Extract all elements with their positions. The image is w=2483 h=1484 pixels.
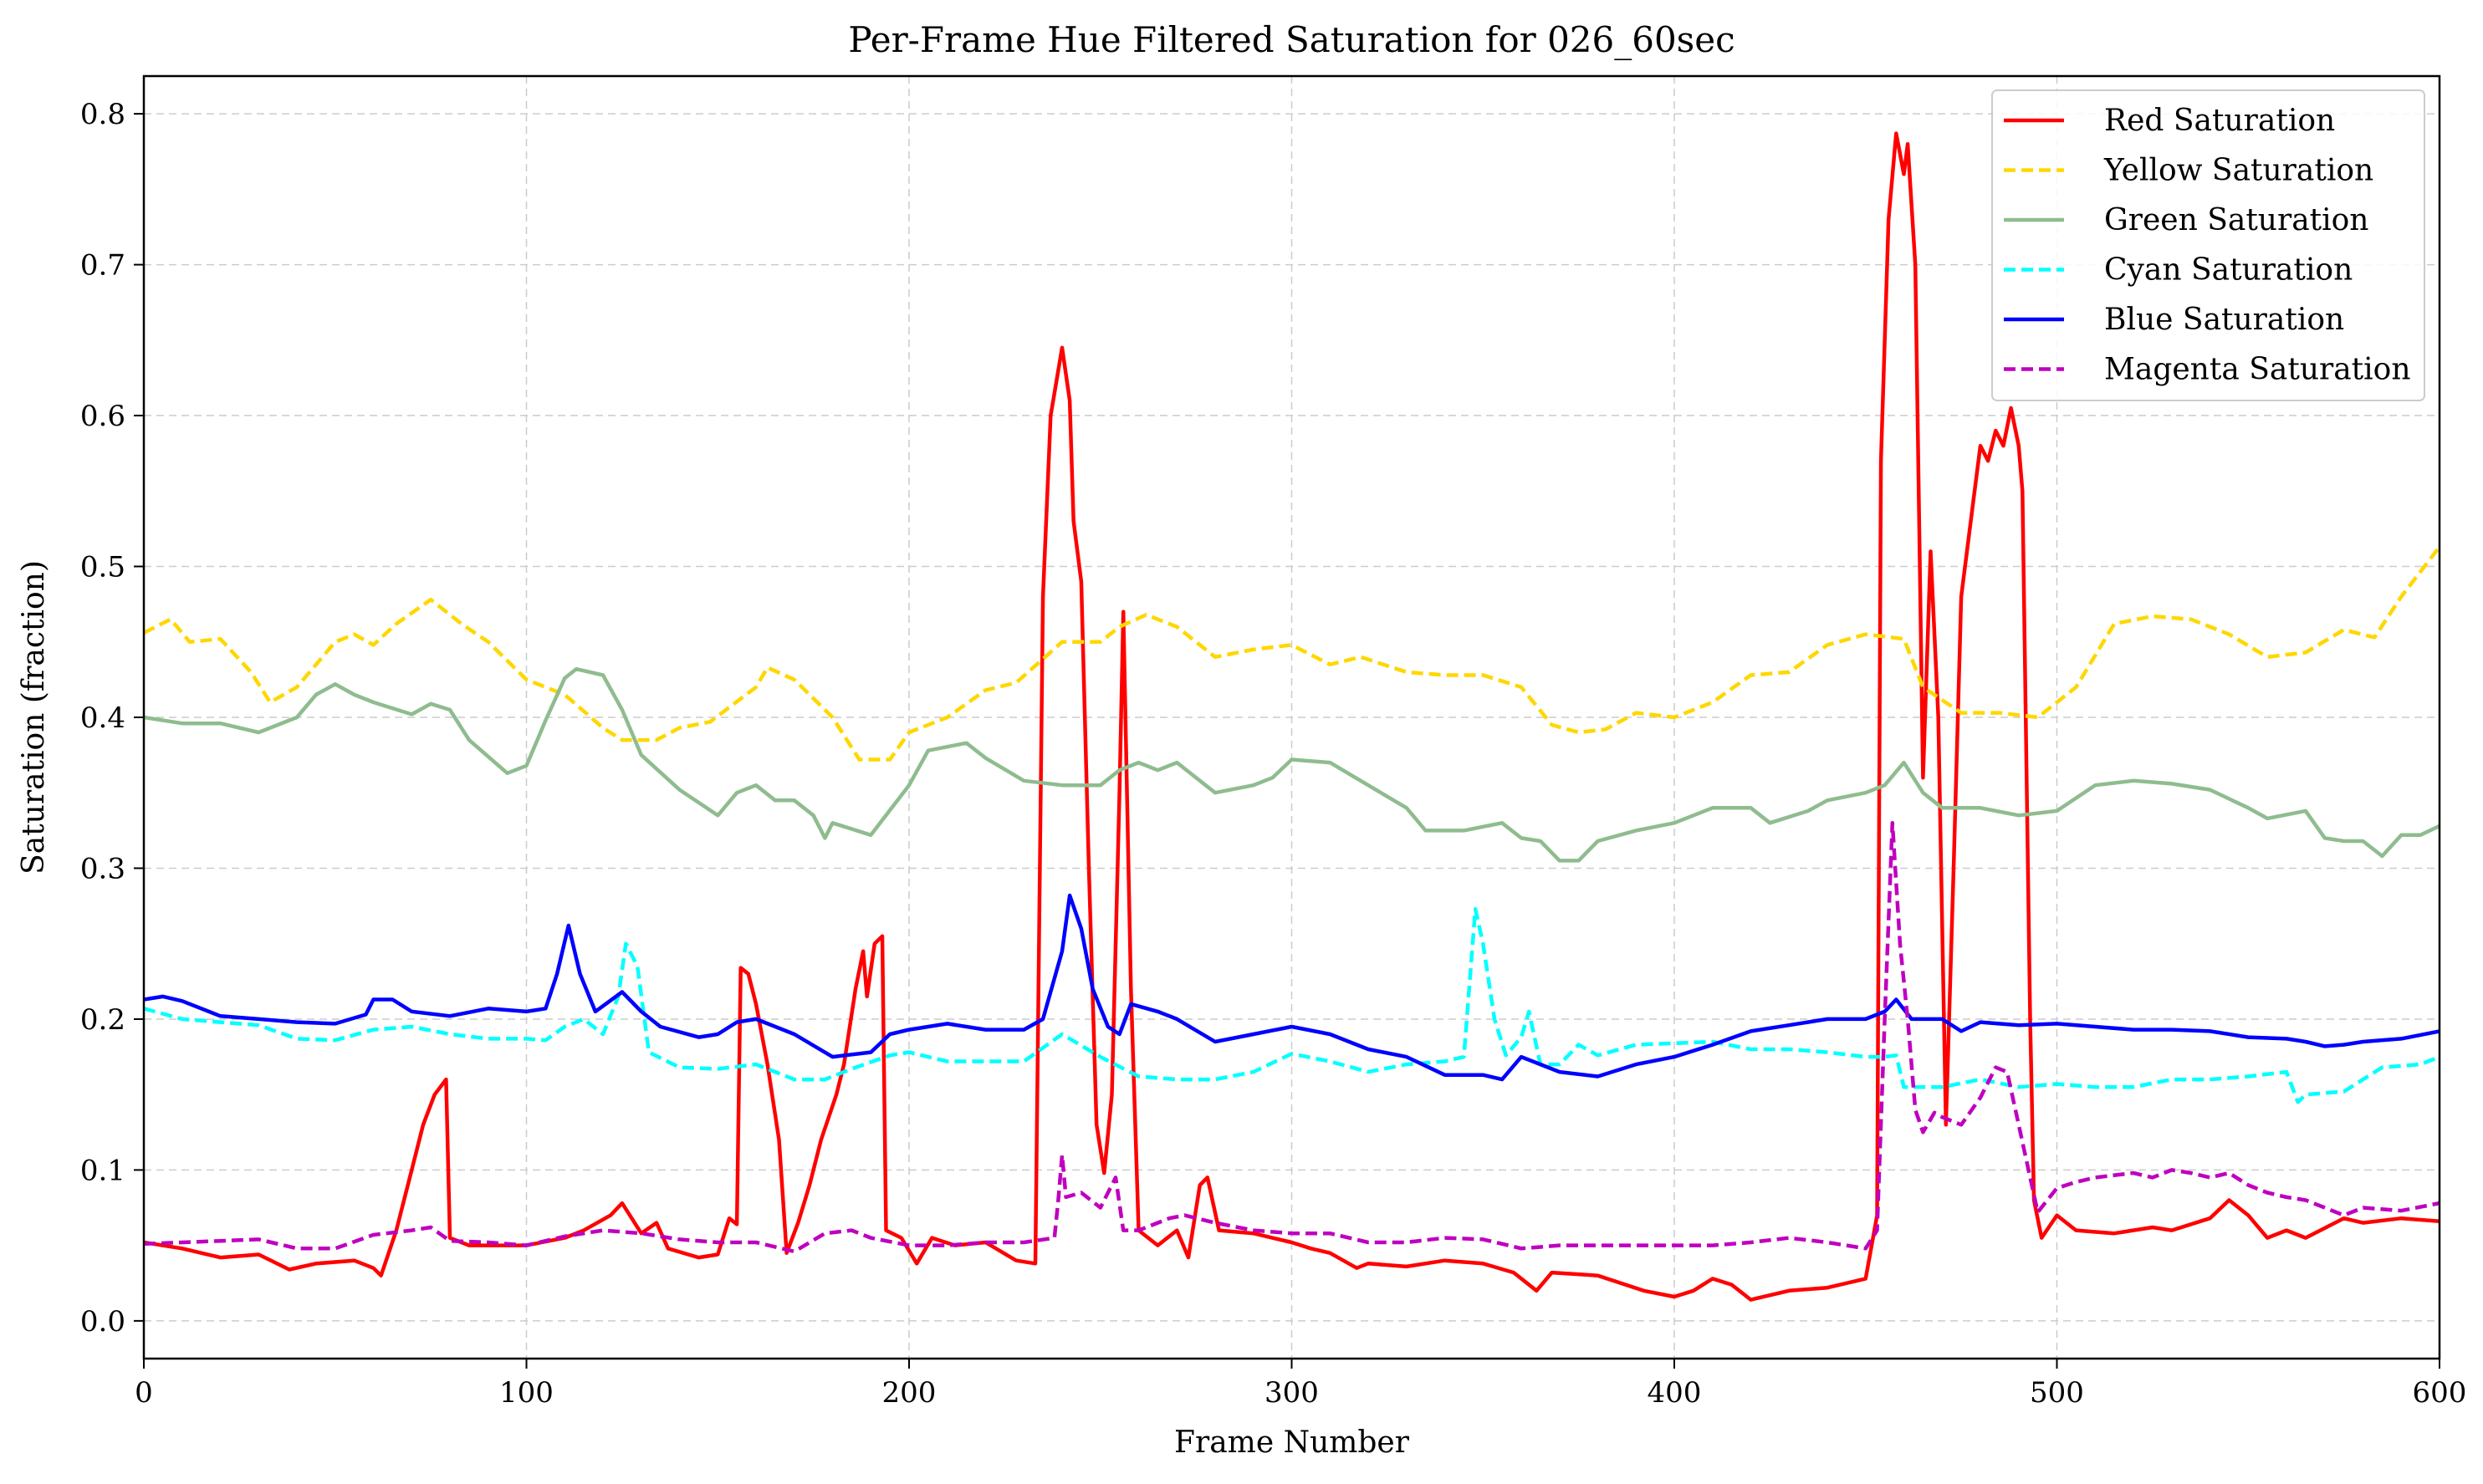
x-axis-label: Frame Number [1174, 1425, 1410, 1460]
legend-label: Yellow Saturation [2103, 154, 2373, 188]
series-layer [144, 131, 2440, 1302]
y-tick-label: 0.7 [80, 249, 125, 283]
x-tick-label: 300 [1264, 1376, 1319, 1410]
x-tick-label: 200 [882, 1376, 937, 1410]
legend-label: Magenta Saturation [2104, 353, 2411, 387]
series-line-blue-saturation [144, 893, 2440, 1082]
chart-title: Per-Frame Hue Filtered Saturation for 02… [848, 19, 1735, 60]
y-axis-label: Saturation (fraction) [17, 560, 51, 875]
x-tick-label: 100 [499, 1376, 554, 1410]
x-tick-label: 500 [2030, 1376, 2084, 1410]
y-tick-label: 0.8 [80, 98, 125, 131]
x-tick-label: 600 [2413, 1376, 2467, 1410]
y-tick-label: 0.3 [80, 852, 125, 885]
y-tick-label: 0.4 [80, 701, 125, 735]
series-line-yellow-saturation [144, 545, 2440, 762]
legend-label: Blue Saturation [2104, 303, 2344, 337]
series-line-magenta-saturation [144, 821, 2440, 1254]
legend-label: Red Saturation [2104, 104, 2335, 138]
x-tick-label: 0 [135, 1376, 153, 1410]
legend-label: Cyan Saturation [2104, 253, 2353, 288]
series-line-cyan-saturation [144, 906, 2440, 1104]
y-tick-label: 0.0 [80, 1305, 125, 1339]
axis-ticks: 0 100 200 300 400 500 600 0.0 0.1 0.2 0.3 0.4 0.5 0.6… [80, 98, 2467, 1410]
series-line-red-saturation [144, 131, 2440, 1302]
y-tick-label: 0.6 [80, 400, 125, 433]
legend: Red Saturation Yellow Saturation Green Sat… [1991, 89, 2425, 401]
legend-box [1991, 89, 2425, 401]
y-tick-label: 0.2 [80, 1003, 125, 1037]
legend-label: Green Saturation [2104, 203, 2369, 237]
y-tick-label: 0.1 [80, 1154, 125, 1187]
grid [143, 76, 2440, 1359]
y-tick-label: 0.5 [80, 551, 125, 584]
series-line-green-saturation [144, 666, 2440, 863]
x-tick-label: 400 [1648, 1376, 1702, 1410]
